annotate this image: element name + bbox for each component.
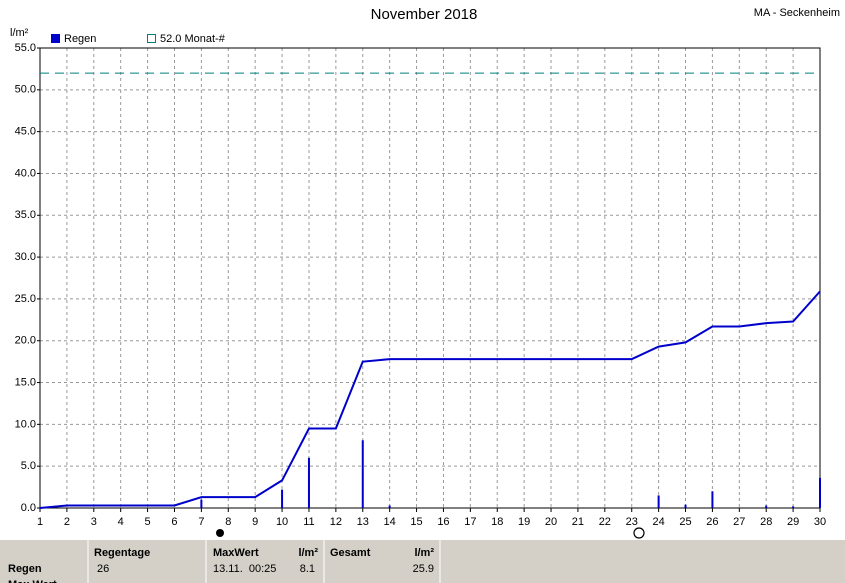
y-tick-label: 30.0: [15, 251, 36, 263]
y-tick-label: 25.0: [15, 293, 36, 305]
x-tick-label: 18: [491, 516, 503, 528]
legend-swatch: [51, 34, 60, 43]
bar: [361, 440, 364, 508]
table-header: l/m²: [414, 547, 434, 559]
x-tick-label: 8: [225, 516, 231, 528]
bar: [200, 499, 203, 508]
y-tick-label: 10.0: [15, 418, 36, 430]
x-tick-label: 23: [626, 516, 638, 528]
y-tick-label: 0.0: [21, 502, 36, 514]
table-header: l/m²: [298, 547, 318, 559]
x-tick-label: 27: [733, 516, 745, 528]
bar: [281, 489, 284, 508]
plot-border: [39, 47, 821, 509]
x-tick-label: 16: [437, 516, 449, 528]
bar: [657, 495, 660, 508]
x-tick-label: 10: [276, 516, 288, 528]
x-tick-label: 15: [410, 516, 422, 528]
y-tick-label: 5.0: [21, 460, 36, 472]
legend-swatch: [147, 34, 156, 43]
y-tick-label: 15.0: [15, 376, 36, 388]
x-tick-label: 14: [384, 516, 396, 528]
station-name: MA - Seckenheim: [754, 7, 840, 19]
x-tick-label: 12: [330, 516, 342, 528]
bar: [388, 505, 391, 508]
table-cell: 13.11. 00:25: [213, 563, 276, 575]
chart-title: November 2018: [371, 6, 478, 23]
x-tick-label: 2: [64, 516, 70, 528]
y-tick-label: 45.0: [15, 126, 36, 138]
bar: [711, 491, 714, 508]
table-row-label: Regen: [8, 563, 42, 575]
y-tick-label: 40.0: [15, 167, 36, 179]
table-header: Regentage: [94, 547, 150, 559]
table-dividers: [87, 540, 441, 583]
y-tick-label: 55.0: [15, 42, 36, 54]
y-tick-label: 20.0: [15, 335, 36, 347]
bar: [684, 504, 687, 508]
x-tick-label: 30: [814, 516, 826, 528]
table-cell: 26: [97, 563, 109, 575]
bar: [765, 505, 768, 508]
x-tick-label: 1: [37, 516, 43, 528]
moon-full: [633, 527, 645, 539]
x-tick-label: 28: [760, 516, 772, 528]
x-tick-label: 9: [252, 516, 258, 528]
x-tick-label: 20: [545, 516, 557, 528]
x-tick-label: 4: [118, 516, 124, 528]
x-tick-label: 13: [357, 516, 369, 528]
x-tick-label: 21: [572, 516, 584, 528]
table-cell: 25.9: [413, 563, 434, 575]
x-tick-label: 26: [706, 516, 718, 528]
table-cell: 8.1: [300, 563, 315, 575]
x-tick-label: 29: [787, 516, 799, 528]
line: [39, 290, 821, 509]
legend-label: 52.0 Monat-#: [160, 33, 226, 45]
x-tick-label: 24: [652, 516, 664, 528]
table-background: [0, 540, 845, 583]
moon-new: [216, 529, 224, 537]
bar: [819, 477, 821, 508]
legend-label: Regen: [64, 33, 96, 45]
x-tick-label: 5: [145, 516, 151, 528]
y-tick-label: 50.0: [15, 84, 36, 96]
x-tick-label: 11: [303, 516, 314, 528]
table-header: Gesamt: [330, 547, 371, 559]
y-axis-label: l/m²: [10, 27, 29, 39]
table-header: MaxWert: [213, 547, 259, 559]
x-tick-label: 7: [198, 516, 204, 528]
x-tick-label: 19: [518, 516, 530, 528]
x-tick-label: 17: [464, 516, 476, 528]
chart-background: [0, 0, 845, 540]
x-tick-label: 6: [171, 516, 177, 528]
y-tick-label: 35.0: [15, 209, 36, 221]
x-tick-label: 22: [599, 516, 611, 528]
x-tick-label: 3: [91, 516, 97, 528]
bar: [307, 457, 310, 508]
bar: [792, 506, 795, 508]
table-row-label: Max Wert: [8, 579, 57, 583]
x-tick-label: 25: [679, 516, 691, 528]
